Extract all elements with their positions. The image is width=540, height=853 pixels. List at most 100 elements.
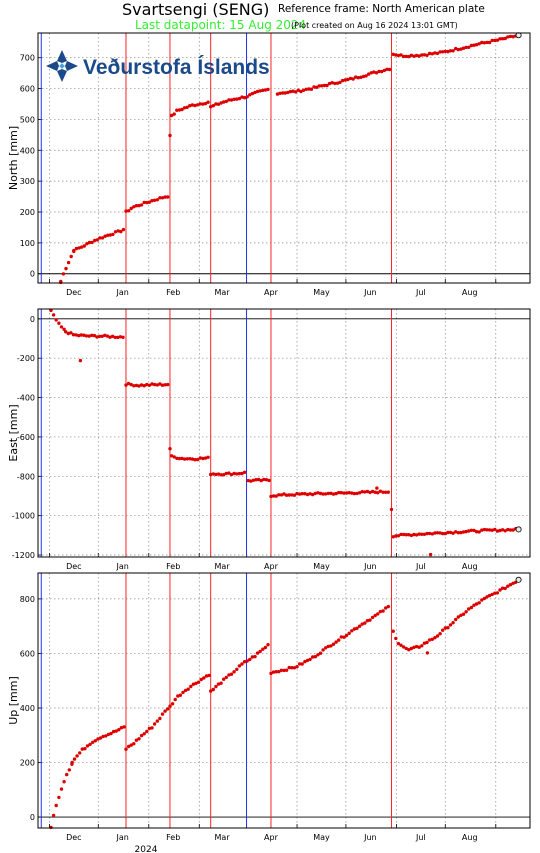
y-tick-label: -600 [17, 433, 35, 442]
data-point [387, 67, 392, 72]
data-point [313, 491, 317, 496]
data-point [95, 335, 99, 339]
x-tick-label: Feb [166, 562, 180, 571]
data-point [430, 52, 434, 56]
data-point [235, 472, 239, 476]
data-point [433, 51, 437, 55]
data-point [152, 722, 157, 726]
data-point [409, 646, 414, 651]
data-point [111, 232, 115, 237]
data-point-outlier [168, 447, 172, 451]
data-point [198, 102, 202, 106]
data-point [364, 74, 368, 78]
x-tick-label: Jul [415, 562, 426, 571]
data-point [346, 77, 350, 82]
data-point [299, 89, 303, 94]
data-point [399, 53, 403, 57]
data-point [417, 54, 421, 58]
data-point [433, 531, 437, 535]
data-point [369, 71, 373, 75]
data-point [404, 646, 408, 651]
data-point [201, 102, 205, 106]
data-point [500, 528, 505, 532]
data-point [100, 334, 104, 338]
data-point [422, 53, 427, 57]
data-point [207, 673, 211, 678]
data-point [150, 726, 154, 730]
data-point [279, 668, 284, 672]
data-point [430, 637, 434, 641]
data-point [202, 676, 206, 680]
data-point [191, 682, 196, 686]
data-point [287, 665, 291, 670]
data-point [482, 527, 487, 532]
data-point [269, 671, 273, 676]
data-point [312, 85, 316, 89]
data-point [456, 47, 460, 52]
data-point [168, 704, 172, 708]
data-point [365, 619, 370, 623]
data-point [277, 670, 281, 674]
data-point [147, 200, 152, 204]
data-point [357, 491, 362, 495]
data-point [142, 384, 146, 388]
data-point [394, 636, 398, 641]
data-point [211, 104, 215, 108]
data-point [227, 673, 231, 677]
data-point [266, 87, 270, 92]
data-point [126, 744, 131, 749]
data-point [124, 747, 128, 751]
data-point [347, 631, 351, 635]
y-tick-label: 200 [20, 759, 35, 768]
data-point [404, 533, 408, 537]
data-point [464, 610, 468, 614]
data-point [177, 108, 182, 112]
panel-3: 0 200 400 600 800 Dec Jan Feb Mar Apr May Jun Jul Aug… [7, 572, 531, 842]
data-point [114, 729, 118, 733]
data-point [245, 659, 249, 663]
data-point [219, 473, 223, 477]
data-point-outlier [425, 651, 430, 655]
plot-created-label: (Plot created on Aug 16 2024 13:01 GMT) [291, 21, 458, 30]
data-point [90, 333, 94, 337]
data-point [66, 260, 71, 265]
y-tick-label: 0 [30, 270, 35, 279]
data-point [54, 318, 58, 322]
data-point [301, 88, 306, 93]
data-point [57, 795, 61, 800]
chart-title: Svartsengi (SENG) [122, 0, 270, 19]
data-point [503, 586, 507, 591]
data-point [90, 240, 94, 245]
data-point [316, 653, 320, 657]
data-point [490, 528, 494, 532]
x-tick-label: Jun [363, 833, 377, 842]
data-point [461, 612, 466, 616]
data-point [279, 493, 284, 497]
last-datapoint-marker [515, 526, 522, 533]
data-point [409, 53, 414, 57]
data-point [425, 640, 429, 645]
y-tick-label: 200 [20, 208, 35, 217]
data-point [378, 489, 383, 493]
data-point [129, 743, 133, 747]
data-point [396, 641, 401, 646]
data-point [487, 40, 492, 45]
data-point [142, 732, 146, 736]
data-point [78, 751, 82, 755]
data-point [477, 601, 481, 605]
y-tick-label: -1200 [12, 551, 35, 560]
data-point [498, 528, 502, 533]
data-point [422, 641, 427, 645]
y-tick-label: 600 [20, 85, 35, 94]
data-point [391, 52, 395, 56]
x-tick-label: Aug [462, 833, 478, 842]
y-tick-label: 800 [20, 595, 35, 604]
data-point [105, 334, 110, 338]
data-point [150, 199, 154, 203]
data-point [469, 43, 474, 48]
y-tick-label: 400 [20, 704, 35, 713]
x-tick-label: Jan [116, 288, 129, 297]
data-point [467, 45, 471, 49]
data-point [477, 530, 481, 534]
data-point [193, 103, 197, 108]
